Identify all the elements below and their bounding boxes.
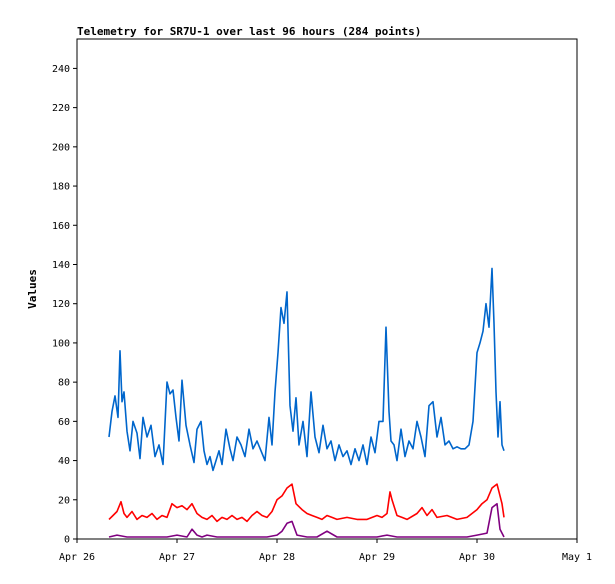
y-tick-label: 60 (58, 417, 70, 428)
x-tick-label: Apr 29 (359, 552, 395, 563)
y-axis: 0 20 40 60 80 100 120 140 160 180 200 220 240 (52, 64, 77, 546)
x-axis: Apr 26 Apr 27 Apr 28 Apr 29 Apr 30 May 1 (59, 539, 592, 563)
series-layer (108, 267, 505, 538)
y-axis-label: Values (26, 269, 39, 309)
chart-title: Telemetry for SR7U-1 over last 96 hours … (77, 25, 421, 38)
y-tick-label: 180 (52, 182, 70, 193)
x-tick-label: Apr 26 (59, 552, 95, 563)
x-tick-label: May 1 (562, 552, 592, 563)
y-tick-label: 80 (58, 378, 70, 389)
x-tick-label: Apr 27 (159, 552, 195, 563)
x-tick-label: Apr 28 (259, 552, 295, 563)
y-tick-label: 40 (58, 456, 70, 467)
plot-frame (76, 38, 578, 540)
series-line-1 (108, 267, 505, 472)
y-tick-label: 200 (52, 142, 70, 153)
y-tick-label: 220 (52, 103, 70, 114)
y-tick-label: 120 (52, 299, 70, 310)
y-tick-label: 100 (52, 338, 70, 349)
y-tick-label: 160 (52, 221, 70, 232)
x-tick-label: Apr 30 (459, 552, 495, 563)
series-line-3 (108, 502, 505, 538)
y-tick-label: 240 (52, 64, 70, 75)
y-tick-label: 0 (64, 535, 70, 546)
y-tick-label: 20 (58, 495, 70, 506)
y-tick-label: 140 (52, 260, 70, 271)
series-line-2 (108, 483, 505, 523)
